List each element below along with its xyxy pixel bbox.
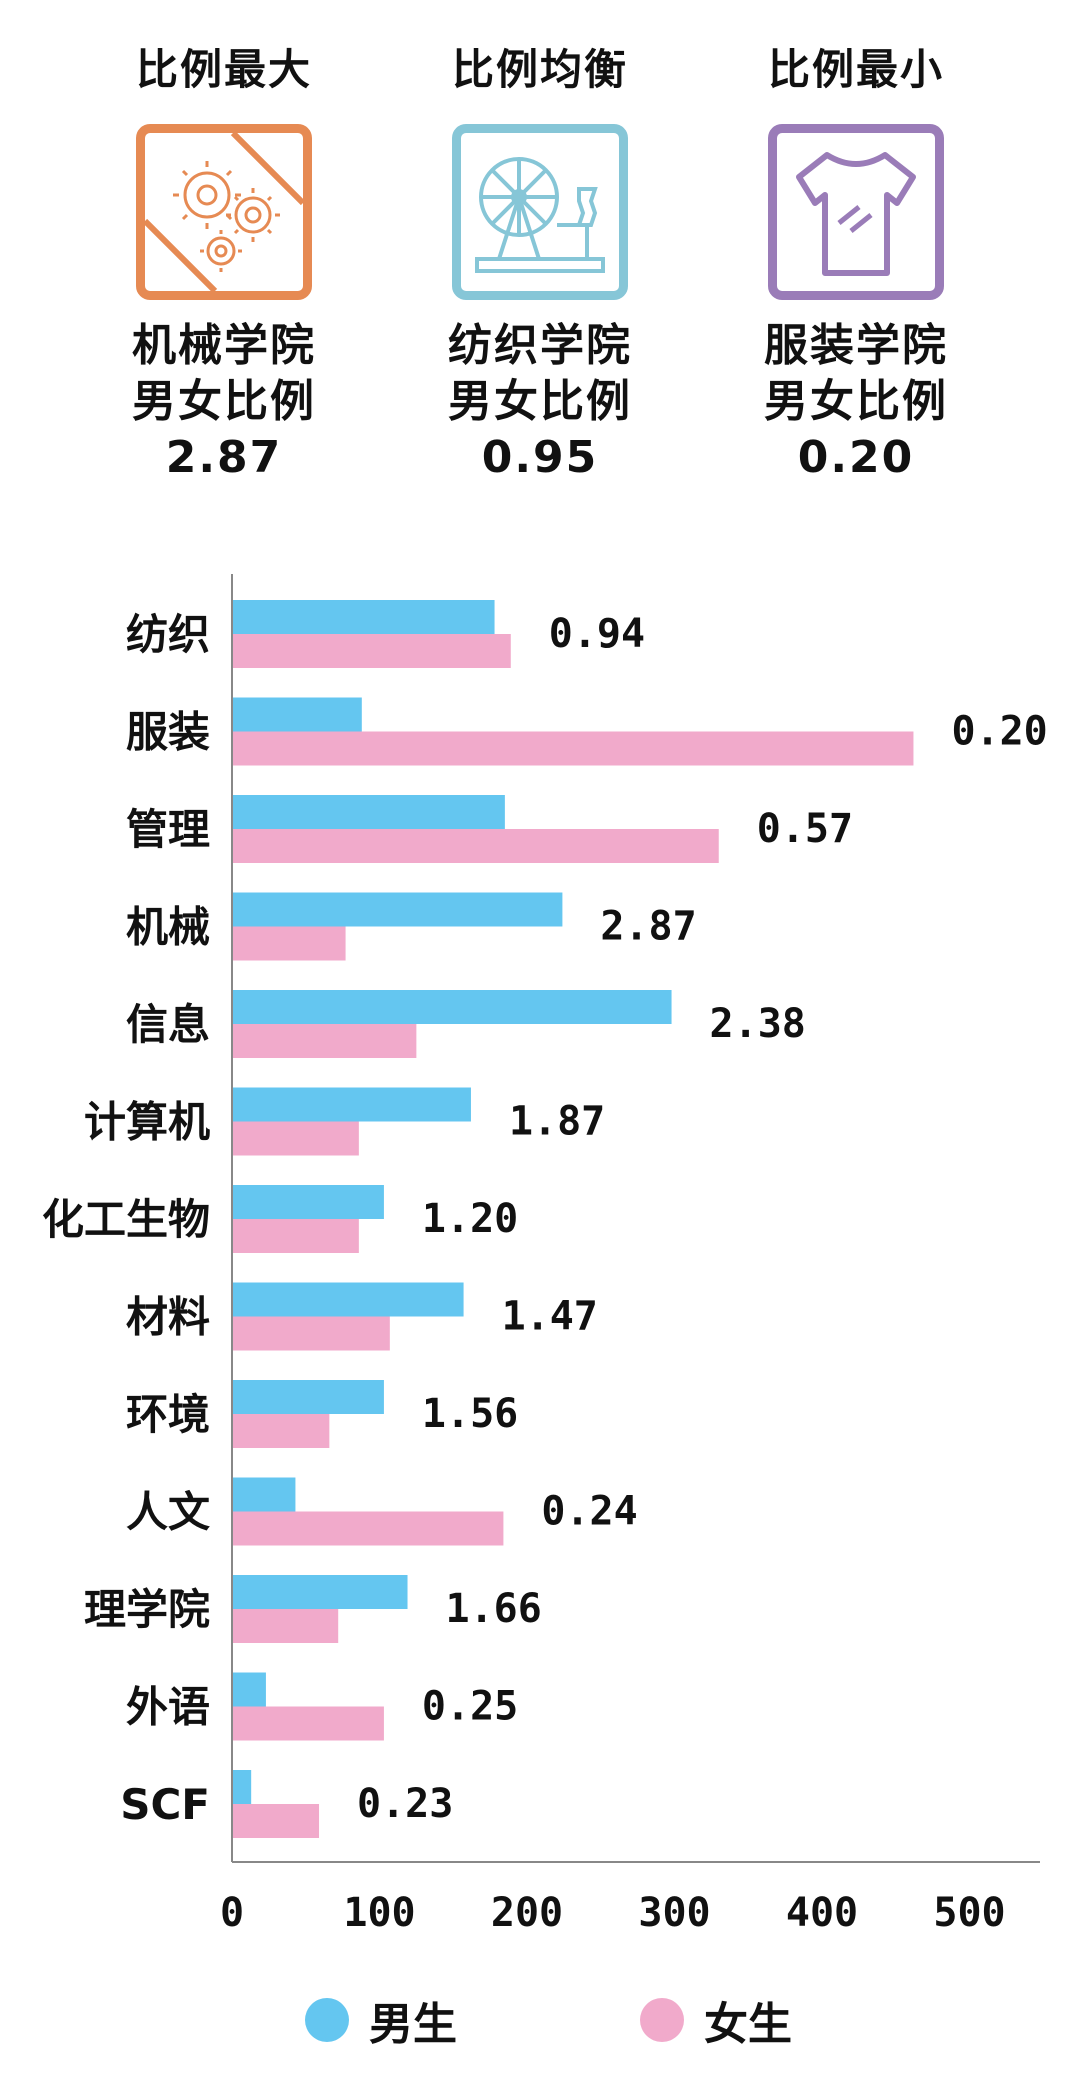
legend-swatch-male	[305, 1998, 349, 2042]
category-label: 信息	[126, 1000, 210, 1049]
x-tick-label: 500	[933, 1890, 1005, 1936]
bar-chart: 纺织 0.94 服装 0.20 管理 0.57 机械 2.87 信息 2.38 计算机 1.87 化工生…	[42, 574, 1048, 1936]
card-line: 2.87	[165, 432, 283, 483]
bar-male	[232, 795, 505, 829]
gears-icon	[136, 124, 312, 300]
x-tick-label: 0	[220, 1890, 244, 1936]
card-line: 男女比例	[132, 376, 316, 427]
tshirt-icon	[768, 124, 944, 300]
card-line: 服装学院	[764, 320, 948, 371]
highlight-card-smallest: 比例最小 服装学院 男女比例 0.20	[706, 40, 1006, 486]
category-label: 化工生物	[42, 1195, 210, 1244]
bar-male	[232, 600, 495, 634]
data-label: 1.47	[502, 1294, 598, 1340]
data-label: 1.56	[422, 1391, 518, 1437]
bar-female	[232, 1024, 417, 1058]
highlight-card-largest: 比例最大 机械学院 男女比例 2.87	[74, 40, 374, 486]
x-tick-label: 400	[786, 1890, 858, 1936]
data-label: 1.87	[509, 1099, 605, 1145]
bar-female	[232, 1609, 339, 1643]
spinning-wheel-icon	[452, 124, 628, 300]
bar-male	[232, 892, 563, 927]
bar-female	[232, 1121, 359, 1156]
data-label: 1.20	[422, 1196, 518, 1242]
category-label: 理学院	[84, 1585, 210, 1634]
data-label: 1.66	[446, 1586, 542, 1632]
card-heading: 比例均衡	[451, 45, 628, 94]
category-label: SCF	[120, 1780, 210, 1829]
card-line: 男女比例	[764, 376, 948, 427]
category-label: 纺织	[126, 610, 210, 659]
bar-male	[232, 1087, 471, 1122]
legend-label-female: 女生	[704, 1999, 792, 2050]
card-heading: 比例最大	[135, 45, 312, 94]
card-details: 纺织学院 男女比例 0.95	[390, 318, 690, 486]
data-label: 0.25	[422, 1684, 518, 1730]
bar-male	[232, 1282, 464, 1317]
highlight-card-balanced: 比例均衡 纺织学院 男女比例 0.95	[390, 40, 690, 486]
bar-male	[232, 1770, 252, 1804]
bar-female	[232, 731, 914, 766]
category-label: 材料	[126, 1293, 210, 1342]
bar-male	[232, 1380, 384, 1414]
card-details: 机械学院 男女比例 2.87	[74, 318, 374, 486]
card-line: 0.20	[797, 432, 915, 483]
legend-item-male: 男生	[305, 1990, 457, 2050]
bar-male	[232, 1477, 296, 1512]
bar-female	[232, 1316, 390, 1351]
data-label: 0.23	[357, 1781, 453, 1827]
category-label: 外语	[126, 1683, 210, 1732]
bar-female	[232, 1414, 330, 1448]
bar-male	[232, 697, 362, 732]
bar-female	[232, 829, 719, 863]
data-label: 2.87	[600, 904, 696, 950]
data-label: 2.38	[710, 1001, 806, 1047]
legend-label-male: 男生	[369, 1999, 457, 2050]
card-line: 男女比例	[448, 376, 632, 427]
data-label: 0.94	[549, 611, 645, 657]
card-heading: 比例最小	[767, 45, 944, 94]
bar-male	[232, 1672, 266, 1707]
bar-male	[232, 990, 672, 1024]
bar-female	[232, 926, 346, 961]
bar-female	[232, 634, 511, 668]
bar-male	[232, 1575, 408, 1609]
bar-male	[232, 1185, 384, 1219]
category-label: 人文	[126, 1488, 210, 1537]
card-line: 0.95	[481, 432, 599, 483]
x-tick-label: 200	[491, 1890, 563, 1936]
data-label: 0.24	[541, 1489, 637, 1535]
card-details: 服装学院 男女比例 0.20	[706, 318, 1006, 486]
x-tick-label: 300	[638, 1890, 710, 1936]
legend-swatch-female	[640, 1998, 684, 2042]
category-label: 管理	[126, 805, 210, 854]
bar-female	[232, 1804, 320, 1838]
category-label: 环境	[126, 1390, 210, 1439]
bar-female	[232, 1219, 359, 1253]
bar-female	[232, 1511, 504, 1546]
card-line: 机械学院	[132, 320, 316, 371]
data-label: 0.20	[951, 709, 1047, 755]
category-label: 计算机	[84, 1098, 210, 1147]
x-tick-label: 100	[343, 1890, 415, 1936]
data-label: 0.57	[757, 806, 853, 852]
bar-female	[232, 1706, 384, 1741]
legend-item-female: 女生	[640, 1990, 792, 2050]
category-label: 机械	[126, 903, 210, 952]
category-label: 服装	[126, 708, 210, 757]
card-line: 纺织学院	[448, 320, 632, 371]
